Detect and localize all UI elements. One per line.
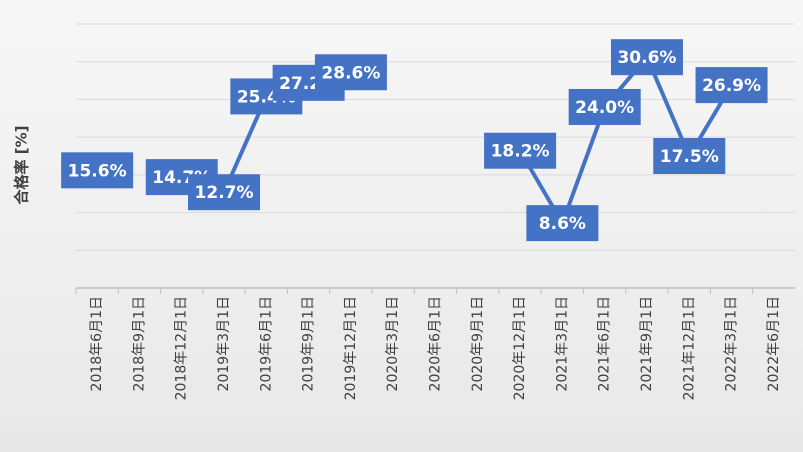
data-label: 15.6% xyxy=(68,161,127,181)
data-label-box xyxy=(610,39,683,76)
data-label: 30.6% xyxy=(617,48,676,68)
data-label-box xyxy=(188,174,261,211)
x-tick-label: 2019年9月1日 xyxy=(301,296,317,391)
data-label-box xyxy=(568,88,641,125)
x-tick-label: 2020年9月1日 xyxy=(470,296,486,391)
data-label: 12.7% xyxy=(195,183,254,203)
data-label-box xyxy=(314,54,387,91)
data-label-box xyxy=(526,205,599,242)
data-label: 18.2% xyxy=(491,142,550,162)
x-tick-label: 2022年3月1日 xyxy=(724,296,740,391)
x-tick-label: 2020年3月1日 xyxy=(385,296,401,391)
x-tick-label: 2019年3月1日 xyxy=(216,296,232,391)
x-tick-label: 2021年9月1日 xyxy=(639,296,655,391)
x-tick-label: 2018年9月1日 xyxy=(131,296,147,391)
x-tick-label: 2020年12月1日 xyxy=(512,296,528,400)
x-tick-label: 2018年12月1日 xyxy=(174,296,190,400)
x-tick-label: 2018年6月1日 xyxy=(89,296,105,391)
data-label: 8.6% xyxy=(539,214,586,234)
data-label: 24.0% xyxy=(575,98,634,118)
x-tick-label: 2019年12月1日 xyxy=(343,296,359,400)
x-tick-label: 2020年6月1日 xyxy=(428,296,444,391)
data-label-box xyxy=(653,138,726,174)
data-label: 26.9% xyxy=(702,76,761,96)
x-tick-label: 2021年6月1日 xyxy=(597,296,613,391)
data-label-box xyxy=(61,152,134,189)
data-label-box xyxy=(695,67,768,104)
x-tick-label: 2021年12月1日 xyxy=(681,296,697,400)
data-label-box xyxy=(484,132,557,169)
data-label: 17.5% xyxy=(660,147,719,167)
x-tick-label: 2021年3月1日 xyxy=(554,296,570,391)
x-tick-label: 2019年6月1日 xyxy=(258,296,274,391)
y-axis-title: 合格率 [%] xyxy=(13,126,31,206)
data-label: 28.6% xyxy=(321,63,380,83)
x-tick-label: 2022年6月1日 xyxy=(766,296,782,391)
